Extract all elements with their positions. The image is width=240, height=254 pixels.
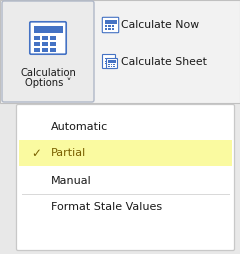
Bar <box>108 25 110 27</box>
Bar <box>19 140 232 166</box>
Bar <box>104 20 116 24</box>
Bar <box>104 58 114 59</box>
FancyBboxPatch shape <box>17 104 234 250</box>
Bar <box>42 41 48 46</box>
FancyBboxPatch shape <box>30 22 66 54</box>
Bar <box>42 47 48 52</box>
Text: Automatic: Automatic <box>51 121 108 132</box>
Text: Options ˅: Options ˅ <box>25 78 71 88</box>
Text: Calculation: Calculation <box>20 68 76 78</box>
Bar <box>49 47 56 52</box>
Bar <box>49 41 56 46</box>
Bar <box>108 60 116 62</box>
Bar <box>108 28 110 30</box>
Bar <box>34 41 40 46</box>
Text: Manual: Manual <box>51 176 92 185</box>
Bar <box>34 36 40 40</box>
Bar <box>108 66 110 67</box>
Bar <box>49 36 56 40</box>
Bar <box>34 47 40 52</box>
Bar <box>0 0 240 103</box>
FancyBboxPatch shape <box>2 1 94 102</box>
Bar <box>112 25 114 27</box>
Bar <box>104 28 107 30</box>
Bar <box>104 63 114 64</box>
Bar <box>110 64 112 65</box>
FancyBboxPatch shape <box>102 55 115 69</box>
Bar <box>113 66 115 67</box>
Bar <box>110 66 112 67</box>
Bar <box>104 25 107 27</box>
FancyBboxPatch shape <box>107 58 118 69</box>
Bar <box>104 60 114 62</box>
Bar <box>113 64 115 65</box>
Text: Format Stale Values: Format Stale Values <box>51 202 162 213</box>
Text: ✓: ✓ <box>31 147 41 160</box>
Bar <box>112 28 114 30</box>
Text: Partial: Partial <box>51 149 86 158</box>
Text: Calculate Now: Calculate Now <box>121 20 199 30</box>
FancyBboxPatch shape <box>102 17 119 33</box>
Bar <box>34 25 62 33</box>
Bar <box>108 64 110 65</box>
Bar <box>42 36 48 40</box>
Text: Calculate Sheet: Calculate Sheet <box>121 57 207 67</box>
